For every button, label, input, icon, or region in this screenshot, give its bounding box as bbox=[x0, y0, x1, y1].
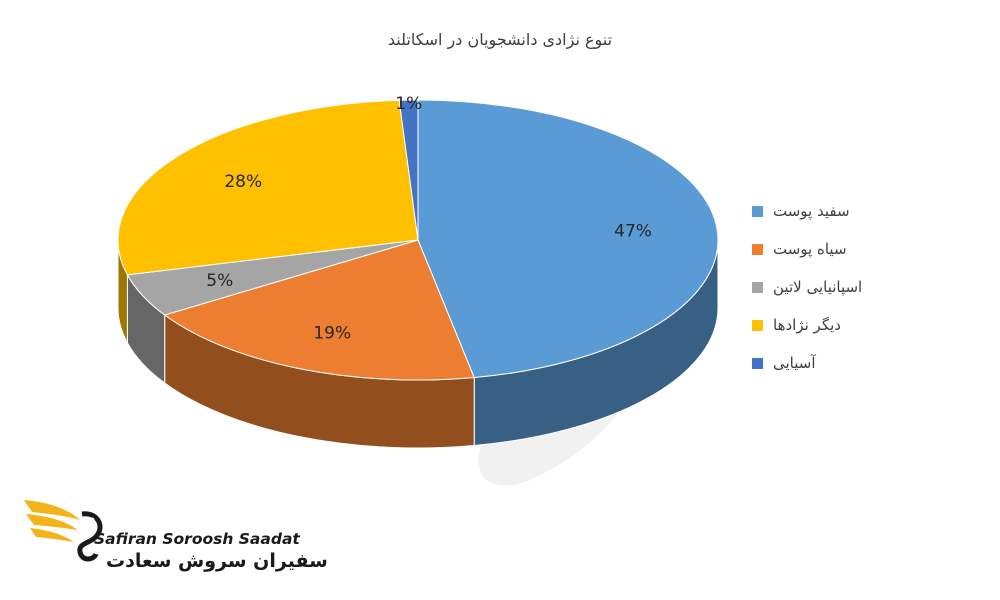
slice-0-top bbox=[417, 99, 719, 379]
logo-latin-text: Safiran Soroosh Saadat bbox=[94, 530, 300, 548]
data-label-1: 19% bbox=[313, 324, 351, 344]
slice-4-top bbox=[398, 99, 419, 241]
legend-label-0: سفید پوست bbox=[773, 202, 850, 220]
chart-title: تنوع نژادی دانشجویان در اسکاتلند bbox=[387, 30, 613, 49]
company-logo: Safiran Soroosh Saadat سفیران سروش سعادت bbox=[22, 490, 328, 580]
legend: سفید پوست سیاه پوست اسپانیایی لاتین دیگر نژ… bbox=[752, 192, 922, 382]
legend-swatch-3 bbox=[752, 319, 763, 331]
data-label-4: 1% bbox=[395, 94, 422, 114]
legend-item-0: سفید پوست bbox=[752, 192, 922, 230]
slice-1-top bbox=[163, 239, 475, 381]
legend-item-4: آسیایی bbox=[752, 344, 922, 382]
legend-item-1: سیاه پوست bbox=[752, 230, 922, 268]
data-label-3: 28% bbox=[224, 172, 262, 192]
legend-label-1: سیاه پوست bbox=[773, 240, 847, 258]
legend-item-3: دیگر نژادها bbox=[752, 306, 922, 344]
data-label-2: 5% bbox=[206, 271, 233, 291]
data-label-0: 47% bbox=[614, 222, 652, 242]
legend-swatch-4 bbox=[752, 357, 763, 369]
legend-item-2: اسپانیایی لاتین bbox=[752, 268, 922, 306]
legend-label-4: آسیایی bbox=[773, 354, 816, 372]
legend-label-3: دیگر نژادها bbox=[773, 316, 841, 334]
legend-swatch-1 bbox=[752, 243, 763, 255]
legend-swatch-0 bbox=[752, 205, 763, 217]
legend-swatch-2 bbox=[752, 281, 763, 293]
legend-label-2: اسپانیایی لاتین bbox=[773, 278, 863, 296]
logo-wing-icon bbox=[24, 500, 103, 562]
logo-farsi-text: سفیران سروش سعادت bbox=[106, 550, 328, 572]
slice-3-top bbox=[117, 99, 419, 276]
